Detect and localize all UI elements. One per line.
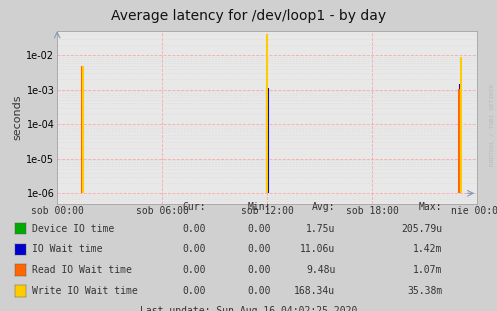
Text: 0.00: 0.00 — [248, 224, 271, 234]
Text: Avg:: Avg: — [312, 202, 335, 212]
Text: Device IO time: Device IO time — [32, 224, 114, 234]
Text: Read IO Wait time: Read IO Wait time — [32, 265, 132, 275]
Text: 1.75u: 1.75u — [306, 224, 335, 234]
Text: Write IO Wait time: Write IO Wait time — [32, 286, 138, 296]
Text: 0.00: 0.00 — [183, 244, 206, 254]
Text: 11.06u: 11.06u — [300, 244, 335, 254]
Text: 168.34u: 168.34u — [294, 286, 335, 296]
Text: 0.00: 0.00 — [183, 286, 206, 296]
Text: 0.00: 0.00 — [248, 286, 271, 296]
Text: RRDTOOL / TOBI OETIKER: RRDTOOL / TOBI OETIKER — [490, 83, 495, 166]
Text: Min:: Min: — [248, 202, 271, 212]
Y-axis label: seconds: seconds — [12, 95, 22, 140]
Text: 0.00: 0.00 — [248, 265, 271, 275]
Text: 9.48u: 9.48u — [306, 265, 335, 275]
Text: 0.00: 0.00 — [183, 265, 206, 275]
Text: 1.42m: 1.42m — [413, 244, 442, 254]
Text: 1.07m: 1.07m — [413, 265, 442, 275]
Text: Average latency for /dev/loop1 - by day: Average latency for /dev/loop1 - by day — [111, 9, 386, 23]
Text: 205.79u: 205.79u — [401, 224, 442, 234]
Text: IO Wait time: IO Wait time — [32, 244, 103, 254]
Text: Last update: Sun Aug 16 04:02:25 2020: Last update: Sun Aug 16 04:02:25 2020 — [140, 306, 357, 311]
Text: 0.00: 0.00 — [248, 244, 271, 254]
Text: 0.00: 0.00 — [183, 224, 206, 234]
Text: Cur:: Cur: — [183, 202, 206, 212]
Text: Max:: Max: — [419, 202, 442, 212]
Text: 35.38m: 35.38m — [407, 286, 442, 296]
